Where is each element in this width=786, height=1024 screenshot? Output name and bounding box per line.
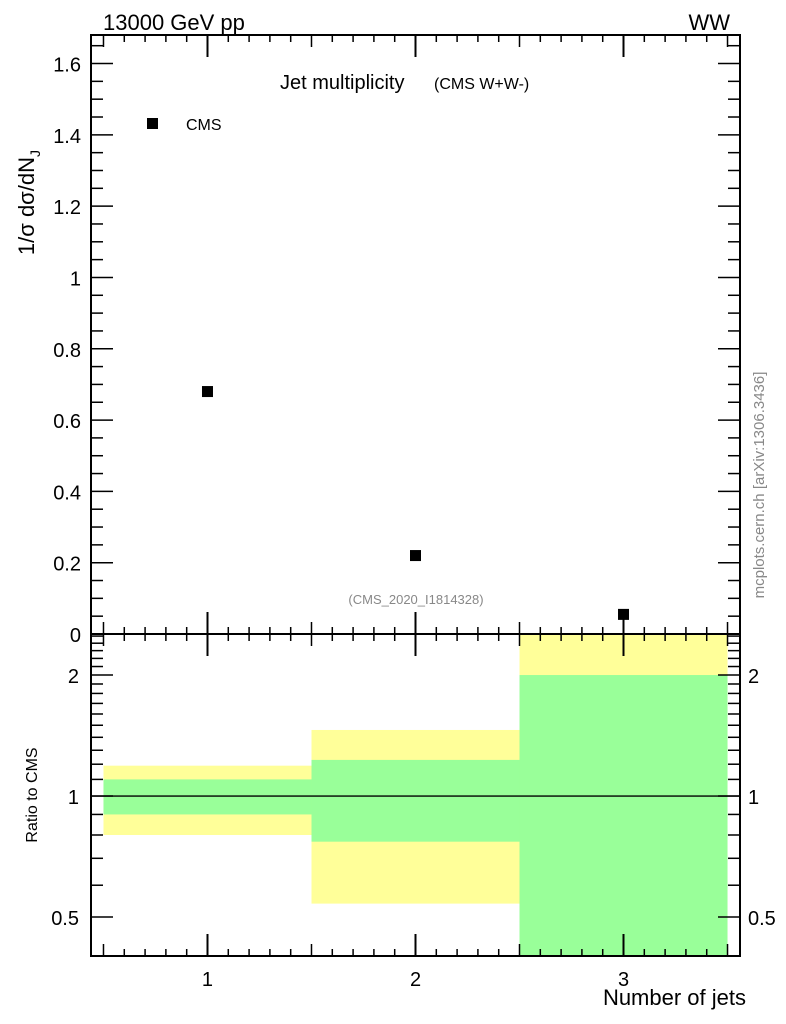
ratio-y-tick-label-right: 0.5 (748, 908, 776, 930)
main-y-tick-label: 0 (70, 625, 81, 647)
ratio-y-tick-label: 2 (68, 666, 79, 688)
chart-subtitle: (CMS W+W-) (434, 76, 529, 93)
main-y-tick-label: 1.6 (53, 55, 81, 77)
header-right: WW (688, 10, 730, 35)
svg-text:1/σ dσ/dNJ: 1/σ dσ/dNJ (14, 150, 43, 255)
side-label: mcplots.cern.ch [arXiv:1306.3436] (751, 372, 768, 599)
main-y-tick-label: 0.4 (53, 482, 81, 504)
main-ylabel-sub: J (27, 150, 43, 157)
xlabel: Number of jets (603, 985, 746, 1010)
ratio-y-tick-label: 1 (68, 787, 79, 809)
main-y-tick-label: 1.2 (53, 197, 81, 219)
ratio-bands (91, 634, 740, 956)
legend-marker-cms (147, 118, 158, 129)
main-y-tick-label: 0.2 (53, 554, 81, 576)
data-marks (201, 386, 630, 634)
cms-data-point (410, 550, 421, 562)
main-y-tick-label: 0.6 (53, 411, 81, 433)
legend-label-cms: CMS (186, 117, 222, 134)
main-ylabel: 1/σ dσ/dNJ (14, 150, 43, 255)
x-tick-label: 3 (618, 969, 629, 991)
ratio-band-inner-bin-3 (519, 675, 728, 956)
x-tick-label: 2 (410, 969, 421, 991)
ratio-y-tick-label-right: 2 (748, 666, 759, 688)
ratio-y-tick-label: 0.5 (51, 908, 79, 930)
main-y-tick-label: 0.8 (53, 340, 81, 362)
main-y-tick-label: 1.4 (53, 126, 81, 148)
chart-title: Jet multiplicity (280, 72, 404, 94)
axis-ticks: 1 2 3 0 0.2 0.4 0.6 0.8 1 1.2 1.4 1.6 0.5 0.5 1 1 2 2 (51, 35, 776, 991)
main-ylabel-text: 1/σ dσ/dN (14, 157, 39, 255)
ratio-band-inner-bin-1 (103, 779, 312, 815)
cms-data-point (201, 386, 213, 398)
cms-data-point (618, 608, 630, 620)
ratio-frame (90, 633, 741, 957)
main-y-tick-label: 1 (70, 268, 81, 290)
analysis-label: (CMS_2020_I1814328) (348, 592, 483, 607)
ratio-band-inner-bin-2 (311, 759, 520, 842)
header-left: 13000 GeV pp (103, 10, 245, 35)
ratio-y-tick-label-right: 1 (748, 787, 759, 809)
x-tick-label: 1 (202, 969, 213, 991)
ratio-ylabel: Ratio to CMS (24, 747, 41, 842)
